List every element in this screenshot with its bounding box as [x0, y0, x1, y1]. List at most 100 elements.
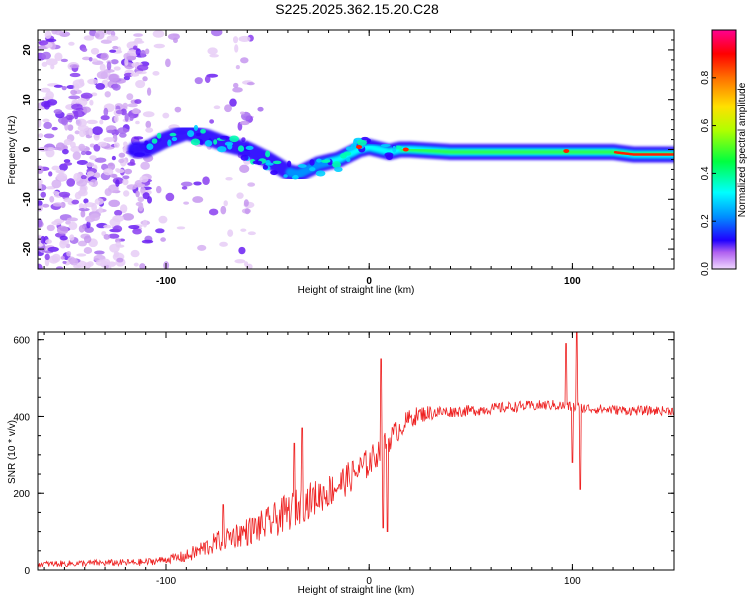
spectrogram-noise-blob [67, 124, 74, 131]
spectrogram-noise-blob [94, 198, 104, 205]
spectrogram-noise-blob [73, 264, 82, 269]
spectrogram-noise-blob [116, 168, 125, 174]
spectrogram-ridge-blob [262, 164, 269, 170]
spectrogram-ridge-blob [169, 132, 177, 137]
spectrogram-noise-blob [62, 260, 67, 264]
spectrogram-noise-blob [38, 218, 43, 228]
spectrogram-noise-blob [95, 259, 107, 266]
spectrogram-peak-spot [402, 147, 409, 152]
spectrogram-noise-blob [49, 195, 55, 203]
spectrogram-noise-blob [107, 184, 119, 194]
spectrogram-noise-blob [60, 256, 65, 260]
spectrogram-noise-blob [111, 173, 118, 179]
spectrogram-ridge-blob [265, 162, 274, 166]
spectrogram-noise-blob [51, 126, 58, 131]
snr-ytick-label: 0 [24, 566, 30, 577]
spectrogram-noise-blob [172, 37, 178, 44]
spectrogram-noise-blob [63, 159, 71, 163]
spectrogram-noise-blob [155, 228, 165, 234]
spectrogram-ridge-blob [237, 145, 245, 152]
spectrogram-ridge-blob [340, 153, 347, 159]
spectrogram-noise-blob [224, 104, 232, 113]
spectrogram-noise-blob [153, 43, 166, 49]
spectrogram-noise-blob [61, 148, 69, 155]
spectrogram-noise-blob [213, 105, 221, 110]
spectrogram-noise-blob [233, 82, 239, 89]
spectrogram-noise-blob [38, 118, 42, 128]
spectrogram-ridge-blob [380, 143, 391, 147]
spectrogram-noise-blob [80, 92, 93, 99]
spectrogram-noise-blob [181, 186, 188, 190]
snr-ylabel: SNR (10 * v/v) [7, 420, 18, 484]
spectrogram-noise-blob [59, 239, 67, 249]
spectrogram-noise-blob [106, 30, 112, 35]
spectrogram-noise-blob [70, 89, 78, 96]
spectrogram-noise-blob [235, 65, 240, 70]
spectrogram-noise-blob [122, 178, 129, 186]
spectrogram-noise-blob [140, 161, 150, 170]
snr-ytick-label: 600 [13, 336, 30, 347]
spectrogram-noise-blob [74, 130, 80, 135]
spectrogram-noise-blob [78, 129, 86, 138]
spectrogram-noise-blob [197, 244, 207, 251]
spectrogram-noise-blob [106, 35, 119, 42]
spectrogram-noise-blob [94, 250, 105, 255]
spectrogram-noise-blob [229, 98, 237, 107]
spectrogram-noise-blob [126, 55, 137, 61]
spectrogram-ridge-blob [146, 143, 154, 151]
spectrogram-marks [38, 30, 674, 269]
spectrogram-noise-blob [104, 91, 111, 98]
spectrogram-noise-blob [124, 168, 133, 175]
spectrogram-noise-blob [74, 191, 82, 200]
spectrogram-noise-blob [194, 77, 203, 85]
spectrogram-ridge-blob [309, 159, 315, 166]
spectrogram-noise-blob [112, 225, 123, 233]
spectrogram-ylabel: Frequency (Hz) [7, 116, 18, 185]
spectrogram-noise-blob [120, 108, 127, 116]
spectrogram-noise-blob [38, 178, 43, 186]
spectrogram-noise-blob [48, 171, 53, 177]
spectrogram-noise-blob [109, 49, 117, 53]
spectrogram-noise-blob [60, 58, 68, 63]
spectrogram-noise-blob [240, 228, 247, 232]
spectrogram-ridge-peak [613, 150, 674, 156]
spectrogram-noise-blob [180, 181, 193, 187]
spectrogram-noise-blob [142, 111, 155, 118]
spectrogram-noise-blob [106, 61, 112, 71]
spectrogram-xtick-label: -100 [156, 276, 176, 287]
spectrogram-noise-blob [100, 71, 108, 80]
spectrogram-noise-blob [232, 87, 243, 93]
spectrogram-noise-blob [83, 246, 93, 254]
spectrogram-noise-blob [89, 30, 97, 37]
spectrogram-noise-blob [192, 196, 204, 203]
snr-xtick-label: -100 [156, 576, 176, 587]
spectrogram-ridge-blob [334, 166, 343, 173]
spectrogram-noise-blob [155, 185, 162, 194]
spectrogram-noise-blob [162, 112, 170, 119]
spectrogram-noise-blob [127, 162, 136, 166]
spectrogram-noise-blob [183, 201, 190, 205]
spectrogram-ridge-blob [219, 135, 230, 140]
spectrogram-noise-blob [45, 148, 55, 158]
spectrogram-noise-blob [89, 155, 97, 160]
spectrogram-noise-blob [204, 75, 211, 84]
spectrogram-noise-blob [63, 162, 73, 166]
spectrogram-noise-blob [108, 199, 121, 208]
spectrogram-noise-blob [86, 119, 98, 125]
spectrogram-ridge-blob [204, 139, 213, 147]
spectrogram-noise-blob [236, 192, 244, 199]
snr-series-line [38, 332, 674, 568]
spectrogram-noise-blob [47, 246, 59, 252]
colorbar-tick-label: 0.0 [700, 262, 711, 276]
spectrogram-noise-blob [53, 109, 63, 115]
spectrogram-noise-blob [66, 178, 76, 187]
spectrogram-noise-blob [88, 181, 94, 186]
spectrogram-ridge-blob [199, 140, 204, 145]
spectrogram-noise-blob [76, 160, 88, 165]
spectrogram-noise-blob [114, 78, 126, 84]
spectrogram-noise-blob [56, 225, 69, 235]
spectrogram-peak-spot [563, 148, 570, 153]
spectrogram-noise-blob [46, 99, 58, 106]
colorbar-tick-label: 0.4 [700, 166, 711, 180]
